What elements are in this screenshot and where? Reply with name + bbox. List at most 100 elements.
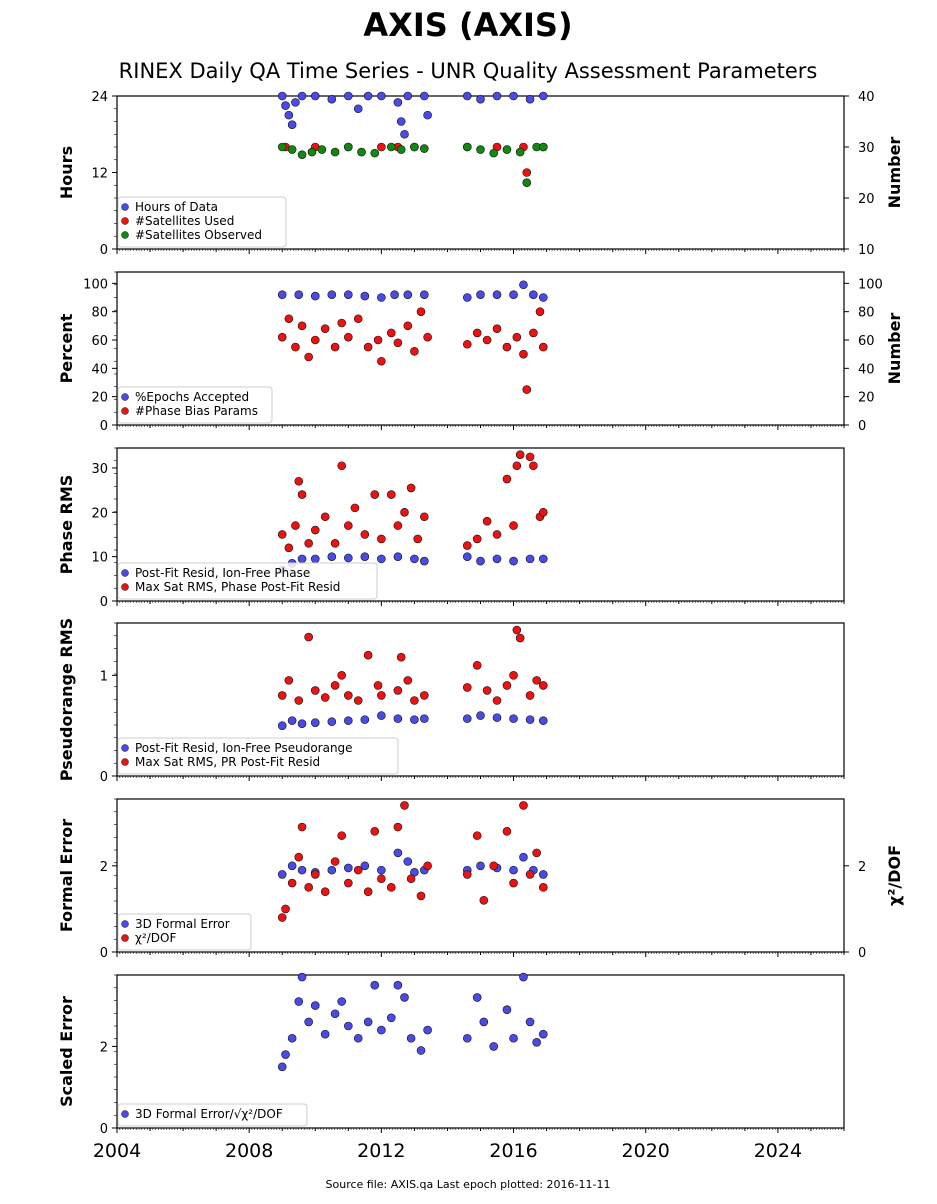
data-point: [492, 91, 502, 101]
data-point: [363, 342, 373, 352]
data-point: [476, 290, 485, 299]
y-tick-label: 40: [91, 362, 108, 377]
data-point: [509, 878, 518, 888]
data-point: [393, 822, 403, 832]
data-point: [310, 291, 320, 301]
y2-axis-label: Number: [885, 137, 904, 209]
data-point: [538, 870, 548, 879]
data-point: [416, 891, 426, 901]
data-point: [320, 887, 330, 896]
data-point: [291, 342, 300, 352]
data-point: [532, 1038, 541, 1047]
data-point: [297, 719, 307, 728]
data-point: [393, 98, 403, 107]
data-point: [522, 168, 532, 177]
data-point: [294, 852, 304, 862]
data-point: [492, 324, 502, 333]
data-point: [476, 711, 485, 720]
data-point: [393, 980, 403, 990]
data-point: [393, 686, 403, 695]
data-point: [472, 328, 482, 338]
data-point: [420, 91, 429, 101]
data-point: [294, 476, 304, 486]
series-1: [277, 848, 548, 879]
data-point: [476, 556, 485, 566]
y-tick-label: 0: [100, 419, 108, 434]
data-point: [297, 822, 307, 832]
data-point: [420, 714, 429, 723]
data-point: [406, 483, 416, 493]
data-point: [529, 461, 538, 471]
data-point: [538, 1029, 548, 1039]
data-point: [330, 857, 340, 866]
data-point: [284, 110, 294, 120]
legend: 3D Formal Error/√χ²/DOF: [117, 1103, 308, 1127]
data-point: [310, 686, 320, 695]
series-1: [277, 91, 548, 139]
data-point: [420, 144, 429, 153]
data-point: [297, 554, 307, 564]
legend-marker: [121, 1110, 129, 1118]
data-point: [420, 691, 429, 700]
footer-source: Source file: AXIS.qa Last epoch plotted:…: [326, 1178, 611, 1191]
y-tick-label: 100: [83, 277, 108, 292]
data-point: [363, 887, 373, 896]
data-point: [525, 554, 535, 564]
data-point: [396, 652, 406, 662]
legend-marker: [121, 583, 129, 591]
data-point: [472, 993, 482, 1002]
data-point: [420, 556, 429, 566]
data-point: [525, 452, 535, 462]
data-point: [400, 993, 409, 1002]
chart-title: AXIS (AXIS): [363, 6, 572, 44]
data-point: [529, 328, 538, 338]
data-point: [320, 324, 330, 333]
data-point: [337, 831, 347, 840]
y-axis-label: Pseudorange RMS: [57, 618, 76, 781]
data-point: [294, 290, 304, 299]
y-tick-label: 0: [100, 770, 108, 785]
data-point: [502, 681, 512, 690]
y-tick-label: 0: [100, 243, 108, 258]
y2-tick-label: 2: [858, 860, 866, 875]
data-point: [330, 539, 340, 548]
data-point: [297, 972, 307, 982]
data-point: [502, 145, 512, 154]
data-point: [327, 865, 337, 875]
data-point: [423, 1025, 432, 1035]
data-point: [386, 883, 396, 892]
data-point: [400, 801, 409, 810]
data-point: [337, 318, 347, 328]
data-point: [277, 142, 287, 152]
data-point: [330, 1009, 340, 1019]
data-point: [538, 293, 548, 302]
data-point: [320, 1029, 330, 1039]
x-tick-label: 2012: [357, 1140, 405, 1162]
data-point: [502, 474, 512, 484]
panel-4: 0 1 Pseudorange RMS Post-Fit Resid, Ion-Fre…: [57, 618, 845, 785]
data-point: [502, 342, 512, 352]
series-2: [277, 801, 548, 922]
data-point: [386, 1013, 396, 1023]
data-point: [310, 525, 320, 535]
legend-label: χ²/DOF: [135, 931, 176, 945]
data-point: [277, 290, 287, 299]
y2-tick-label: 60: [858, 334, 875, 349]
data-point: [420, 512, 429, 522]
y2-tick-label: 20: [858, 391, 875, 406]
data-point: [462, 91, 472, 101]
y-tick-label: 24: [91, 90, 108, 105]
data-point: [294, 997, 304, 1006]
panel-6: 0 2 Scaled Error 3D Formal Error/√χ²/DOF: [57, 972, 845, 1137]
data-point: [462, 683, 472, 692]
legend-box: [117, 1103, 308, 1127]
data-point: [297, 865, 307, 875]
data-point: [462, 293, 472, 302]
legend-box: [117, 913, 252, 951]
data-point: [310, 335, 320, 345]
y2-tick-label: 40: [858, 362, 875, 377]
data-point: [482, 516, 492, 526]
y-tick-label: 20: [91, 391, 108, 406]
data-point: [482, 686, 492, 695]
